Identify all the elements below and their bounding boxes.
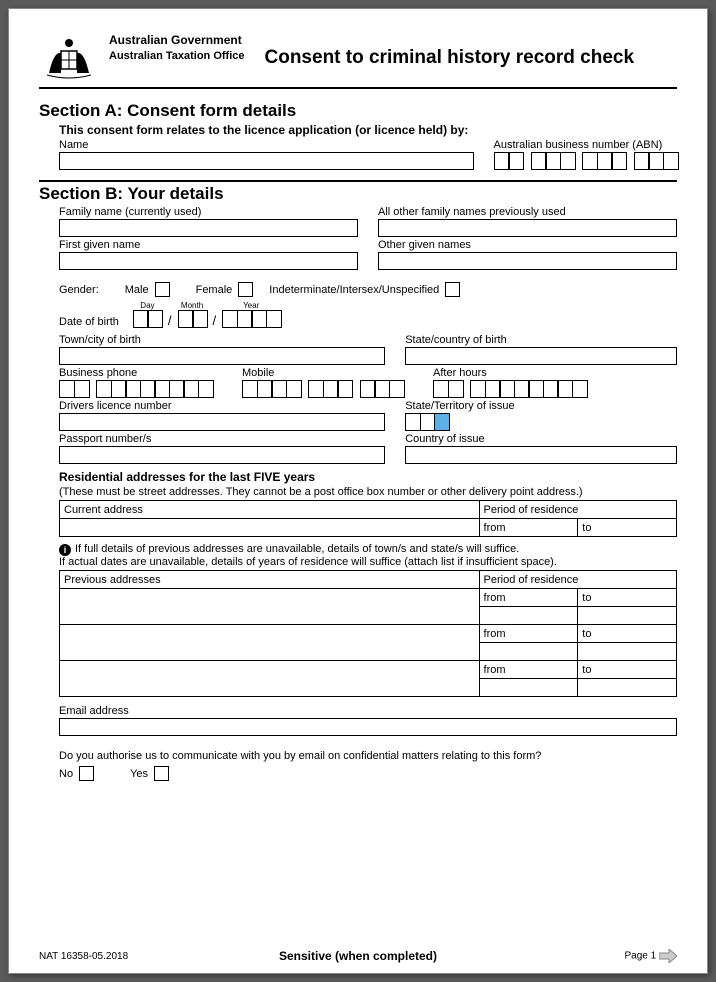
male-label: Male bbox=[125, 284, 149, 296]
yes-checkbox[interactable] bbox=[154, 766, 169, 781]
prev-addr-cell[interactable] bbox=[60, 589, 480, 625]
intersex-label: Indeterminate/Intersex/Unspecified bbox=[269, 284, 439, 296]
other-given-input[interactable] bbox=[378, 252, 677, 270]
dl-number-label: Drivers licence number bbox=[59, 400, 385, 412]
gov-line1: Australian Government bbox=[109, 33, 245, 49]
dob-day-input[interactable] bbox=[133, 310, 162, 328]
male-checkbox[interactable] bbox=[155, 282, 170, 297]
female-label: Female bbox=[196, 284, 233, 296]
current-address-table: Current address Period of residence from… bbox=[59, 500, 677, 537]
period-header2: Period of residence bbox=[479, 571, 676, 589]
info-line2: If actual dates are unavailable, details… bbox=[59, 556, 677, 568]
country-issue-input[interactable] bbox=[405, 446, 677, 464]
curr-addr-header: Current address bbox=[60, 501, 480, 519]
from-label: from bbox=[484, 522, 506, 534]
coat-of-arms-icon bbox=[39, 33, 99, 81]
abn-input[interactable] bbox=[494, 152, 678, 170]
day-label: Day bbox=[133, 301, 162, 310]
auth-question: Do you authorise us to communicate with … bbox=[59, 750, 677, 762]
gender-label: Gender: bbox=[59, 284, 99, 296]
dob-label: Date of birth bbox=[59, 316, 119, 328]
month-label: Month bbox=[178, 301, 207, 310]
prev-addr-header: Previous addresses bbox=[60, 571, 480, 589]
section-a-subtitle: This consent form relates to the licence… bbox=[59, 123, 677, 137]
gender-row: Gender: Male Female Indeterminate/Inters… bbox=[59, 282, 677, 297]
previous-address-table: Previous addresses Period of residence f… bbox=[59, 570, 677, 697]
section-a-title: Section A: Consent form details bbox=[39, 99, 677, 121]
family-name-label: Family name (currently used) bbox=[59, 206, 358, 218]
st-issue-label: State/Territory of issue bbox=[405, 400, 677, 412]
no-label: No bbox=[59, 768, 73, 780]
info-icon: i bbox=[59, 544, 71, 556]
info-line1: If full details of previous addresses ar… bbox=[75, 543, 519, 555]
after-hours-input[interactable] bbox=[433, 380, 586, 398]
after-hours-label: After hours bbox=[433, 367, 586, 379]
form-page: Australian Government Australian Taxatio… bbox=[8, 8, 708, 974]
form-title: Consent to criminal history record check bbox=[265, 47, 635, 69]
mobile-label: Mobile bbox=[242, 367, 403, 379]
town-birth-label: Town/city of birth bbox=[59, 334, 385, 346]
country-issue-label: Country of issue bbox=[405, 433, 677, 445]
yes-label: Yes bbox=[130, 768, 148, 780]
page-footer: NAT 16358-05.2018 Sensitive (when comple… bbox=[39, 949, 677, 963]
dob-month-input[interactable] bbox=[178, 310, 207, 328]
abn-label: Australian business number (ABN) bbox=[494, 139, 678, 151]
state-birth-label: State/country of birth bbox=[405, 334, 677, 346]
other-family-input[interactable] bbox=[378, 219, 677, 237]
footer-page: Page 1 bbox=[625, 951, 657, 962]
dob-row: Date of birth Day / Month / Year bbox=[59, 301, 677, 328]
female-checkbox[interactable] bbox=[238, 282, 253, 297]
bus-phone-label: Business phone bbox=[59, 367, 212, 379]
family-name-input[interactable] bbox=[59, 219, 358, 237]
town-birth-input[interactable] bbox=[59, 347, 385, 365]
dob-year-input[interactable] bbox=[222, 310, 280, 328]
email-label: Email address bbox=[59, 705, 677, 717]
res-addr-title: Residential addresses for the last FIVE … bbox=[59, 470, 677, 484]
section-b-title: Section B: Your details bbox=[39, 180, 677, 204]
footer-center: Sensitive (when completed) bbox=[39, 949, 677, 963]
info-note: i If full details of previous addresses … bbox=[59, 543, 677, 556]
mobile-input[interactable] bbox=[242, 380, 403, 398]
bus-phone-input[interactable] bbox=[59, 380, 212, 398]
first-given-label: First given name bbox=[59, 239, 358, 251]
state-birth-input[interactable] bbox=[405, 347, 677, 365]
gov-line2: Australian Taxation Office bbox=[109, 49, 245, 63]
name-input[interactable] bbox=[59, 152, 474, 170]
res-addr-note: (These must be street addresses. They ca… bbox=[59, 486, 677, 498]
government-text: Australian Government Australian Taxatio… bbox=[109, 33, 245, 63]
to-label: to bbox=[582, 522, 591, 534]
prev-addr-cell[interactable] bbox=[60, 661, 480, 697]
passport-input[interactable] bbox=[59, 446, 385, 464]
other-family-label: All other family names previously used bbox=[378, 206, 677, 218]
st-issue-input[interactable] bbox=[405, 413, 677, 431]
email-input[interactable] bbox=[59, 718, 677, 736]
passport-label: Passport number/s bbox=[59, 433, 385, 445]
year-label: Year bbox=[222, 301, 280, 310]
first-given-input[interactable] bbox=[59, 252, 358, 270]
intersex-checkbox[interactable] bbox=[445, 282, 460, 297]
next-page-icon[interactable] bbox=[659, 949, 677, 963]
other-given-label: Other given names bbox=[378, 239, 677, 251]
page-header: Australian Government Australian Taxatio… bbox=[39, 33, 677, 89]
prev-addr-cell[interactable] bbox=[60, 625, 480, 661]
period-header: Period of residence bbox=[479, 501, 676, 519]
no-checkbox[interactable] bbox=[79, 766, 94, 781]
curr-addr-cell[interactable] bbox=[60, 519, 480, 537]
dl-number-input[interactable] bbox=[59, 413, 385, 431]
name-label: Name bbox=[59, 139, 474, 151]
